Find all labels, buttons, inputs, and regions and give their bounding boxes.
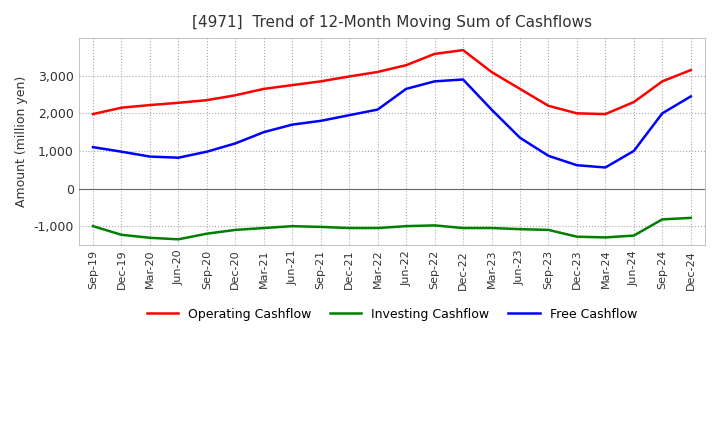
- Free Cashflow: [572, 163, 581, 168]
- Investing Cashflow: [487, 225, 496, 231]
- Line: Free Cashflow: Free Cashflow: [93, 80, 690, 168]
- Operating Cashflow: [145, 103, 154, 108]
- Operating Cashflow: [572, 111, 581, 116]
- Operating Cashflow: [202, 98, 211, 103]
- Investing Cashflow: [459, 225, 467, 231]
- Free Cashflow: [89, 144, 97, 150]
- Operating Cashflow: [658, 79, 667, 84]
- Operating Cashflow: [345, 74, 354, 79]
- Investing Cashflow: [374, 225, 382, 231]
- Investing Cashflow: [686, 215, 695, 220]
- Investing Cashflow: [402, 224, 410, 229]
- Operating Cashflow: [231, 93, 240, 98]
- Investing Cashflow: [117, 232, 126, 238]
- Operating Cashflow: [288, 82, 297, 88]
- Free Cashflow: [174, 155, 183, 160]
- Operating Cashflow: [544, 103, 553, 108]
- Free Cashflow: [231, 141, 240, 146]
- Free Cashflow: [288, 122, 297, 127]
- Free Cashflow: [658, 111, 667, 116]
- Operating Cashflow: [629, 99, 638, 105]
- Operating Cashflow: [89, 111, 97, 117]
- Operating Cashflow: [316, 79, 325, 84]
- Free Cashflow: [402, 86, 410, 92]
- Investing Cashflow: [174, 237, 183, 242]
- Investing Cashflow: [544, 227, 553, 233]
- Free Cashflow: [117, 149, 126, 154]
- Line: Operating Cashflow: Operating Cashflow: [93, 50, 690, 114]
- Investing Cashflow: [516, 227, 524, 232]
- Investing Cashflow: [601, 235, 610, 240]
- Operating Cashflow: [374, 70, 382, 75]
- Operating Cashflow: [174, 100, 183, 106]
- Investing Cashflow: [89, 224, 97, 229]
- Operating Cashflow: [601, 111, 610, 117]
- Free Cashflow: [202, 149, 211, 154]
- Free Cashflow: [345, 113, 354, 118]
- Operating Cashflow: [516, 86, 524, 92]
- Investing Cashflow: [629, 233, 638, 238]
- Investing Cashflow: [145, 235, 154, 240]
- Operating Cashflow: [402, 62, 410, 68]
- Free Cashflow: [259, 129, 268, 135]
- Free Cashflow: [431, 79, 439, 84]
- Investing Cashflow: [259, 225, 268, 231]
- Operating Cashflow: [487, 70, 496, 75]
- Investing Cashflow: [231, 227, 240, 233]
- Operating Cashflow: [117, 105, 126, 110]
- Operating Cashflow: [431, 51, 439, 57]
- Investing Cashflow: [316, 224, 325, 230]
- Operating Cashflow: [459, 48, 467, 53]
- Free Cashflow: [145, 154, 154, 159]
- Investing Cashflow: [572, 234, 581, 239]
- Free Cashflow: [516, 135, 524, 140]
- Legend: Operating Cashflow, Investing Cashflow, Free Cashflow: Operating Cashflow, Investing Cashflow, …: [142, 303, 642, 326]
- Line: Investing Cashflow: Investing Cashflow: [93, 218, 690, 239]
- Operating Cashflow: [259, 86, 268, 92]
- Investing Cashflow: [288, 224, 297, 229]
- Operating Cashflow: [686, 67, 695, 73]
- Investing Cashflow: [431, 223, 439, 228]
- Free Cashflow: [544, 153, 553, 158]
- Investing Cashflow: [202, 231, 211, 236]
- Title: [4971]  Trend of 12-Month Moving Sum of Cashflows: [4971] Trend of 12-Month Moving Sum of C…: [192, 15, 592, 30]
- Free Cashflow: [459, 77, 467, 82]
- Free Cashflow: [316, 118, 325, 124]
- Free Cashflow: [686, 94, 695, 99]
- Free Cashflow: [374, 107, 382, 112]
- Free Cashflow: [601, 165, 610, 170]
- Free Cashflow: [629, 148, 638, 154]
- Investing Cashflow: [658, 217, 667, 222]
- Investing Cashflow: [345, 225, 354, 231]
- Y-axis label: Amount (million yen): Amount (million yen): [15, 76, 28, 207]
- Free Cashflow: [487, 107, 496, 112]
